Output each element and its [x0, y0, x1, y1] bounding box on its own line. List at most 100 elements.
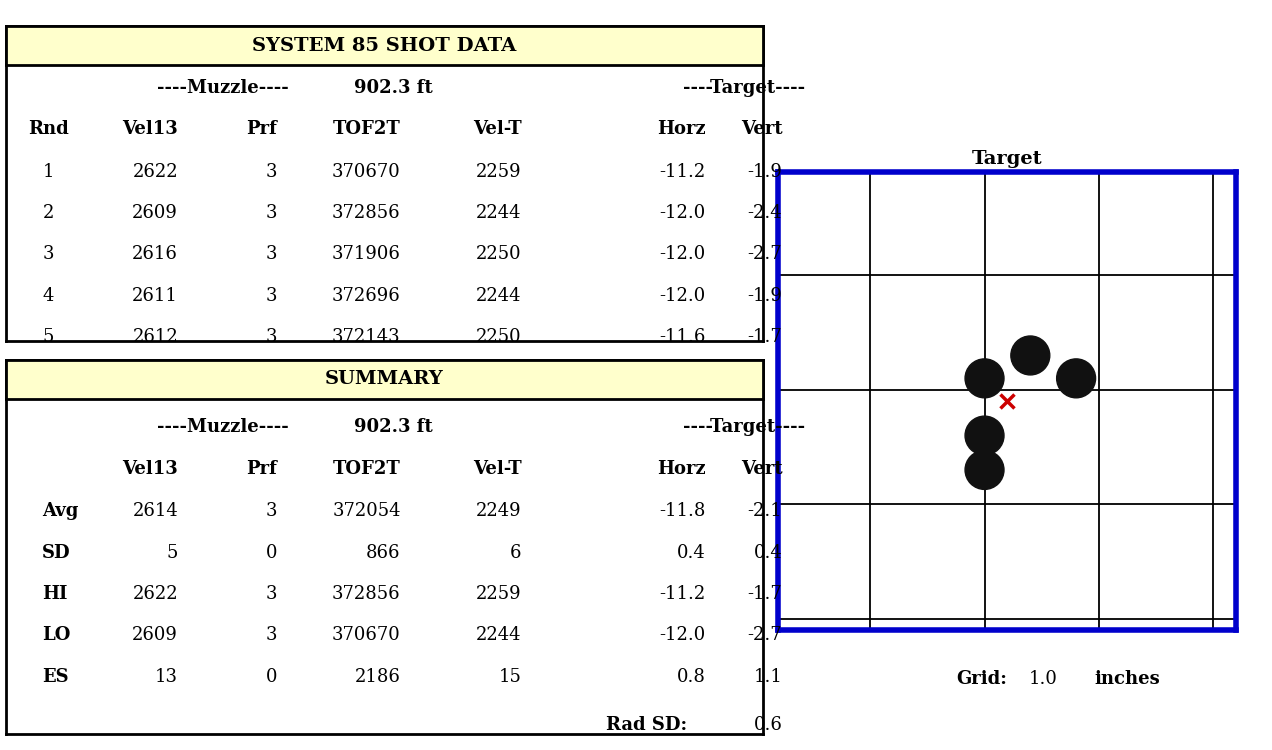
Text: 902.3 ft: 902.3 ft — [354, 419, 432, 436]
Text: 2250: 2250 — [476, 245, 522, 263]
Text: 2244: 2244 — [476, 286, 522, 304]
Text: 3: 3 — [266, 204, 277, 222]
Text: 3: 3 — [266, 245, 277, 263]
Text: -12.0: -12.0 — [660, 204, 706, 222]
Text: -1.9: -1.9 — [748, 286, 782, 304]
Text: -2.1: -2.1 — [748, 503, 782, 520]
Text: 3: 3 — [266, 286, 277, 304]
Text: Grid:: Grid: — [957, 670, 1007, 688]
Text: Horz: Horz — [658, 120, 706, 138]
Text: -11.2: -11.2 — [660, 585, 706, 603]
Text: SYSTEM 85 SHOT DATA: SYSTEM 85 SHOT DATA — [252, 37, 516, 55]
Text: Vert: Vert — [740, 120, 782, 138]
Text: 13: 13 — [155, 668, 178, 686]
Text: 2609: 2609 — [132, 204, 178, 222]
Text: Vert: Vert — [740, 460, 782, 478]
Text: -2.4: -2.4 — [748, 204, 782, 222]
Text: Horz: Horz — [658, 460, 706, 478]
Text: 3: 3 — [42, 245, 55, 263]
Text: ----Muzzle----: ----Muzzle---- — [156, 419, 289, 436]
Text: 2622: 2622 — [132, 163, 178, 181]
Text: 902.3 ft: 902.3 ft — [354, 79, 432, 97]
Text: SUMMARY: SUMMARY — [324, 370, 444, 388]
Text: 372054: 372054 — [332, 503, 401, 520]
Circle shape — [1011, 336, 1049, 375]
Text: -11.2: -11.2 — [660, 163, 706, 181]
Text: HI: HI — [42, 585, 67, 603]
Text: 2250: 2250 — [476, 328, 522, 346]
Text: 1.1: 1.1 — [753, 668, 782, 686]
Text: 6: 6 — [510, 544, 522, 562]
Text: Prf: Prf — [247, 460, 277, 478]
Text: 0.4: 0.4 — [677, 544, 706, 562]
Text: -1.9: -1.9 — [748, 163, 782, 181]
Text: -11.8: -11.8 — [660, 503, 706, 520]
Text: -2.7: -2.7 — [748, 245, 782, 263]
Text: 5: 5 — [167, 544, 178, 562]
Text: 372856: 372856 — [332, 585, 401, 603]
Text: 2259: 2259 — [476, 163, 522, 181]
Text: 2611: 2611 — [132, 286, 178, 304]
Title: Target: Target — [972, 150, 1043, 168]
Circle shape — [965, 451, 1004, 490]
Circle shape — [1057, 359, 1095, 398]
Text: 372143: 372143 — [332, 328, 401, 346]
Text: ----Muzzle----: ----Muzzle---- — [156, 79, 289, 97]
Text: Vel-T: Vel-T — [473, 460, 522, 478]
Text: ES: ES — [42, 668, 69, 686]
Text: 371906: 371906 — [332, 245, 401, 263]
Text: -12.0: -12.0 — [660, 286, 706, 304]
Text: ----Target----: ----Target---- — [683, 79, 805, 97]
Text: 2622: 2622 — [132, 585, 178, 603]
Text: 370670: 370670 — [332, 163, 401, 181]
Text: 866: 866 — [366, 544, 401, 562]
Text: TOF2T: TOF2T — [333, 460, 401, 478]
Text: 2616: 2616 — [132, 245, 178, 263]
Text: 370670: 370670 — [332, 626, 401, 644]
Text: 3: 3 — [266, 585, 277, 603]
Text: 3: 3 — [266, 163, 277, 181]
Text: 4: 4 — [43, 286, 53, 304]
Text: -12.0: -12.0 — [660, 245, 706, 263]
Text: Prf: Prf — [247, 120, 277, 138]
Text: Rnd: Rnd — [28, 120, 69, 138]
Text: Vel13: Vel13 — [122, 120, 178, 138]
Text: Vel-T: Vel-T — [473, 120, 522, 138]
Text: 0: 0 — [266, 544, 277, 562]
Text: Avg: Avg — [42, 503, 79, 520]
Text: 2614: 2614 — [132, 503, 178, 520]
Text: SD: SD — [42, 544, 71, 562]
Text: 3: 3 — [266, 503, 277, 520]
Text: 2186: 2186 — [355, 668, 401, 686]
Text: 0: 0 — [266, 668, 277, 686]
Text: ----Target----: ----Target---- — [683, 419, 805, 436]
Text: LO: LO — [42, 626, 70, 644]
Text: 0.6: 0.6 — [753, 716, 782, 734]
Text: 2612: 2612 — [132, 328, 178, 346]
Text: -1.7: -1.7 — [748, 585, 782, 603]
Text: 5: 5 — [43, 328, 53, 346]
Circle shape — [965, 359, 1004, 398]
Text: -11.6: -11.6 — [660, 328, 706, 346]
Text: Vel13: Vel13 — [122, 460, 178, 478]
Text: -2.7: -2.7 — [748, 626, 782, 644]
Text: 2244: 2244 — [476, 204, 522, 222]
Text: 0.4: 0.4 — [753, 544, 782, 562]
Text: 2249: 2249 — [476, 503, 522, 520]
Text: 0.8: 0.8 — [677, 668, 706, 686]
Text: inches: inches — [1094, 670, 1160, 688]
Text: 1: 1 — [42, 163, 55, 181]
Text: -1.7: -1.7 — [748, 328, 782, 346]
Text: Rad SD:: Rad SD: — [605, 716, 687, 734]
Text: 3: 3 — [266, 626, 277, 644]
Text: 372696: 372696 — [332, 286, 401, 304]
Text: 2244: 2244 — [476, 626, 522, 644]
Text: 3: 3 — [266, 328, 277, 346]
Text: -12.0: -12.0 — [660, 626, 706, 644]
Text: 2259: 2259 — [476, 585, 522, 603]
Text: 2609: 2609 — [132, 626, 178, 644]
Text: 2: 2 — [43, 204, 53, 222]
Text: 15: 15 — [499, 668, 522, 686]
Text: 1.0: 1.0 — [1029, 670, 1057, 688]
Text: TOF2T: TOF2T — [333, 120, 401, 138]
